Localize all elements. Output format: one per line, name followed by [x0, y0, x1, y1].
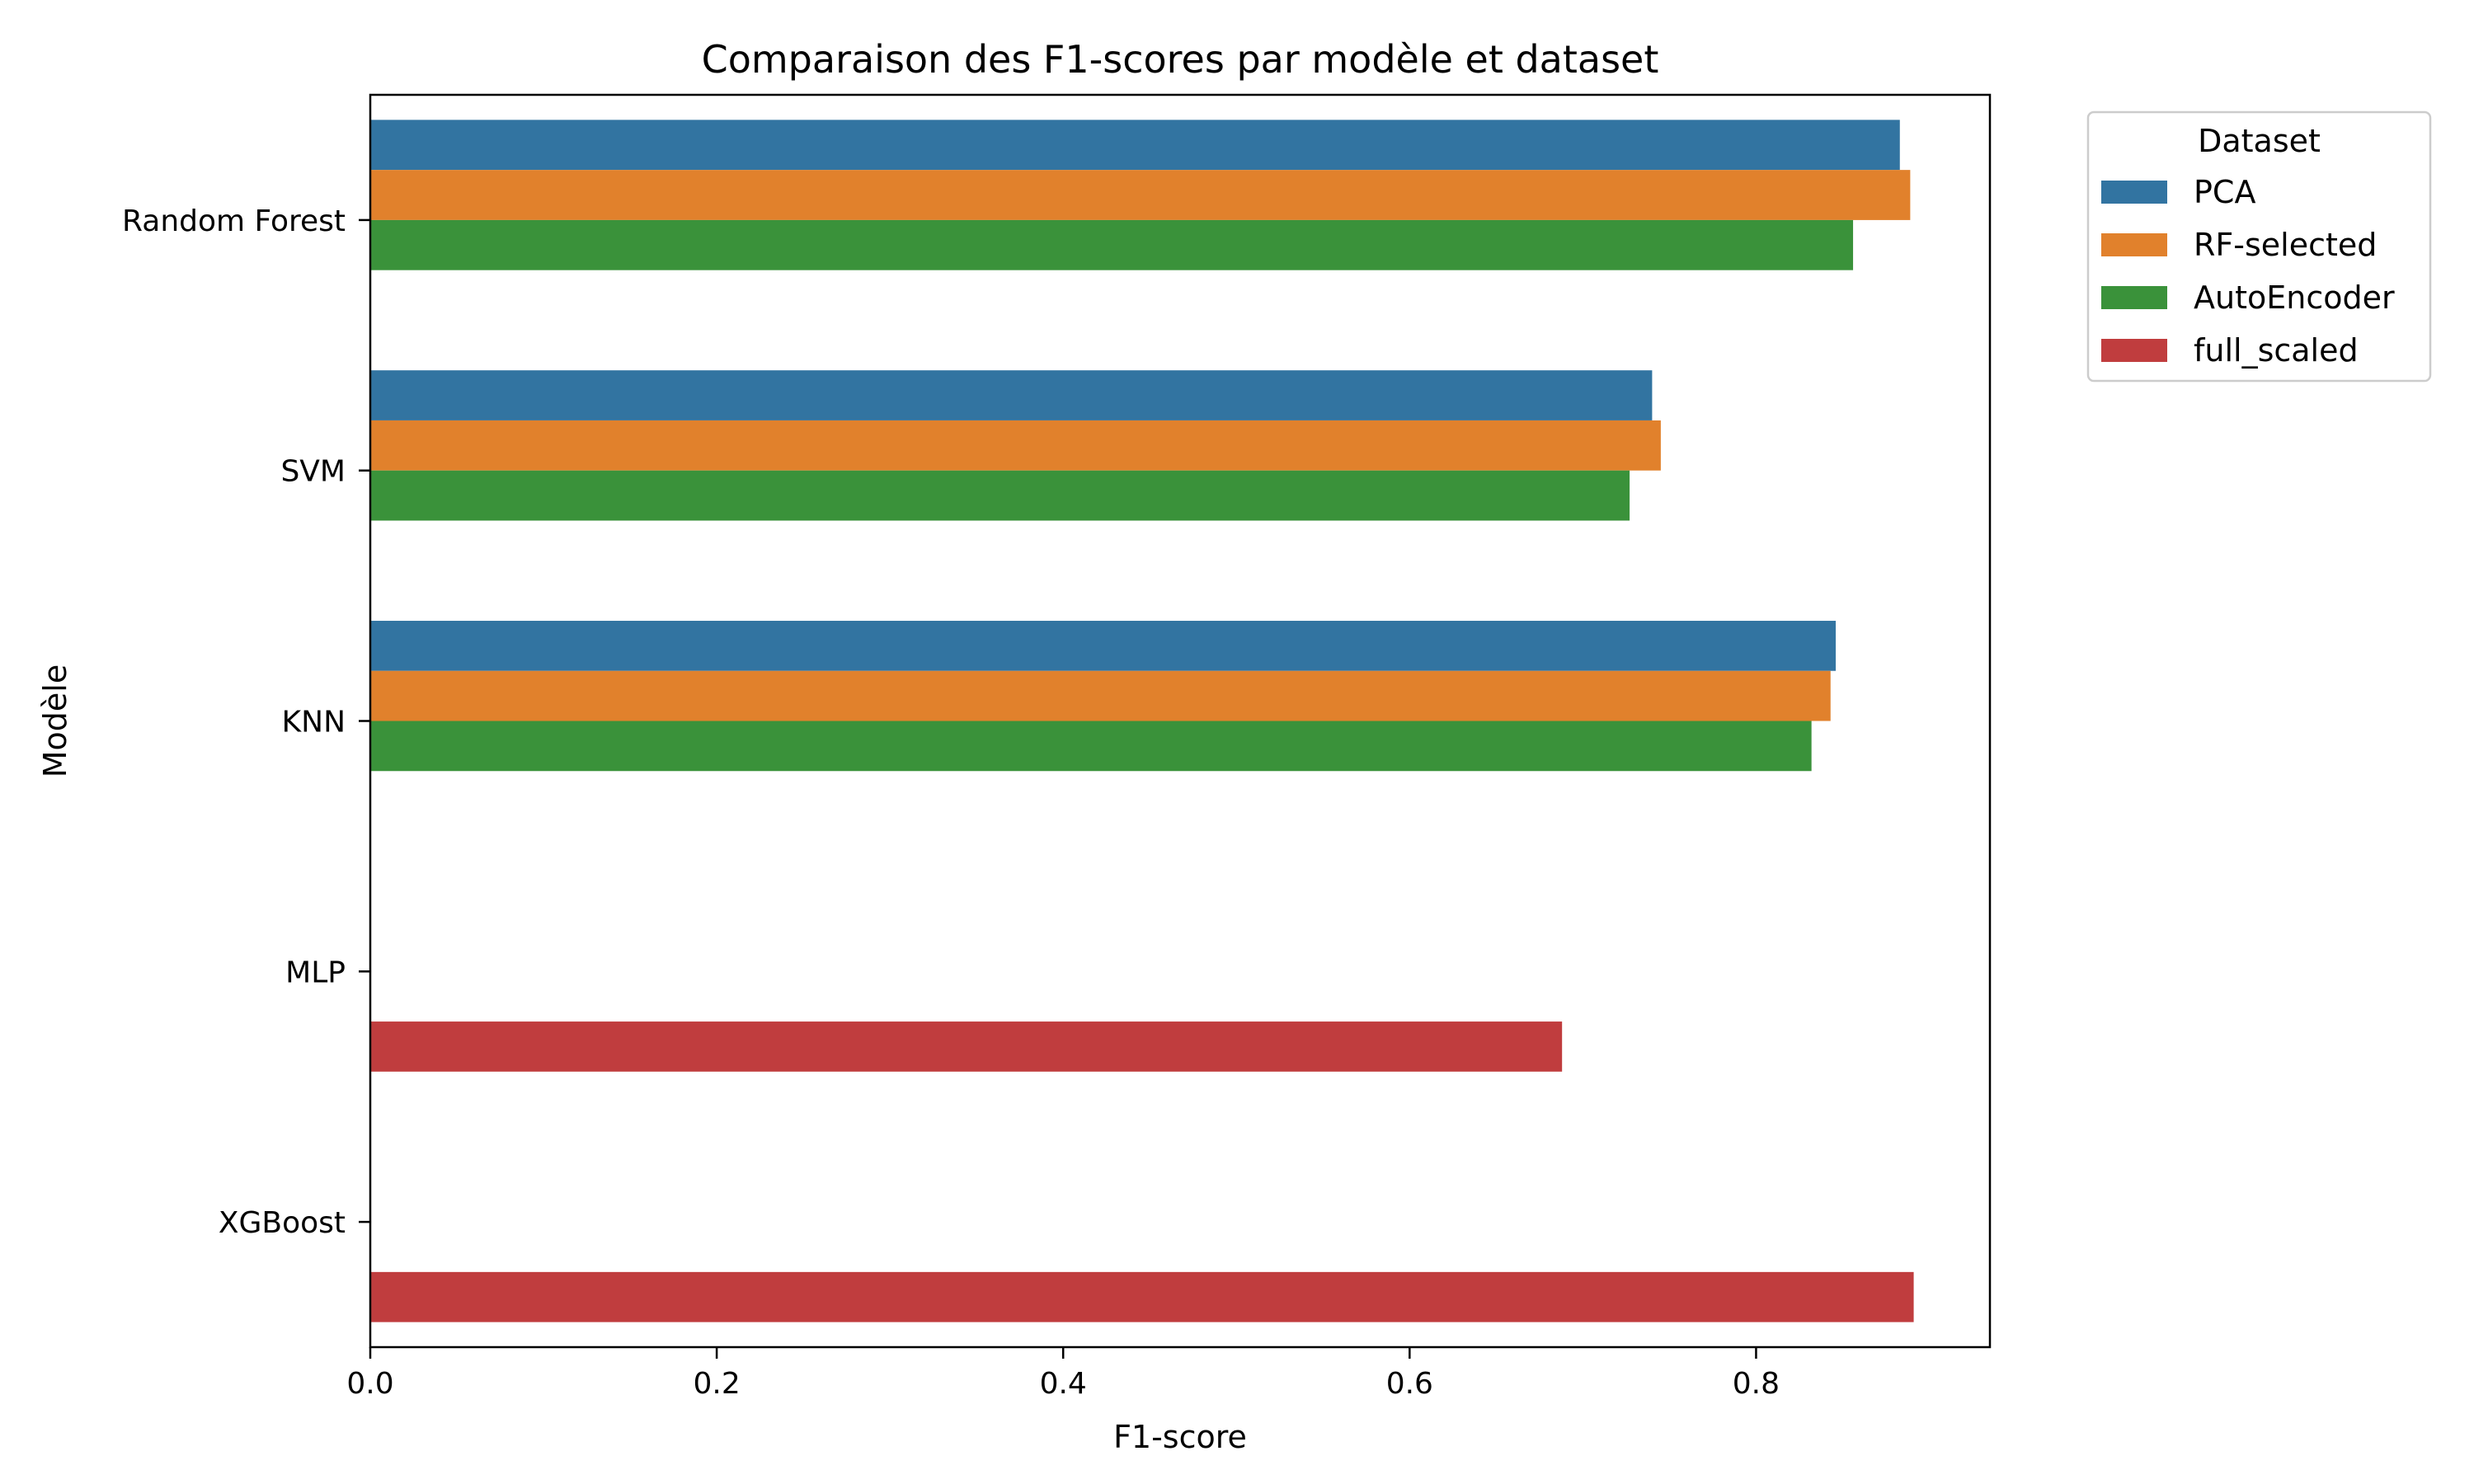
x-tick-label: 0.4	[1040, 1367, 1087, 1401]
bar-svm-rf-selected	[370, 420, 1661, 471]
legend-title: Dataset	[2198, 123, 2321, 159]
legend-label: PCA	[2194, 174, 2255, 210]
legend: Dataset PCA RF-selected AutoEncoder full_sc…	[2086, 110, 2432, 383]
bar-random-forest-rf-selected	[370, 170, 1911, 220]
bar-random-forest-autoencoder	[370, 219, 1854, 270]
y-tick-label: Random Forest	[122, 204, 346, 238]
x-axis-title: F1-score	[1113, 1419, 1247, 1455]
legend-swatch	[2101, 181, 2167, 204]
y-axis: Random Forest SVM KNN MLP XGBoost	[122, 204, 370, 1240]
x-tick-label: 0.0	[346, 1367, 393, 1401]
bar-knn-rf-selected	[370, 670, 1831, 721]
bar-mlp-full-scaled	[370, 1021, 1563, 1072]
x-axis: 0.0 0.2 0.4 0.6 0.8	[346, 1347, 1780, 1401]
bar-knn-pca	[370, 620, 1837, 671]
legend-items: PCA RF-selected AutoEncoder full_scaled	[2101, 174, 2395, 369]
bar-xgboost-full-scaled	[370, 1271, 1914, 1322]
bar-random-forest-pca	[370, 120, 1900, 171]
x-tick-label: 0.6	[1386, 1367, 1433, 1401]
x-tick-label: 0.8	[1733, 1367, 1780, 1401]
legend-box	[2086, 110, 2432, 383]
y-tick-label: KNN	[282, 706, 346, 740]
bar-svm-autoencoder	[370, 470, 1630, 521]
y-axis-title: Modèle	[37, 665, 73, 777]
legend-swatch	[2101, 286, 2167, 309]
bar-knn-autoencoder	[370, 721, 1812, 772]
legend-label: full_scaled	[2194, 332, 2359, 369]
legend-label: AutoEncoder	[2194, 279, 2395, 316]
y-tick-label: MLP	[285, 956, 346, 989]
legend-swatch	[2101, 233, 2167, 256]
legend-label: RF-selected	[2194, 227, 2377, 263]
y-tick-label: SVM	[280, 455, 346, 489]
bar-svm-pca	[370, 370, 1653, 420]
y-tick-label: XGBoost	[219, 1206, 346, 1240]
x-tick-label: 0.2	[693, 1367, 740, 1401]
chart-title: Comparaison des F1-scores par modèle et …	[702, 37, 1659, 82]
legend-swatch	[2101, 339, 2167, 362]
bars-group	[370, 120, 1914, 1322]
